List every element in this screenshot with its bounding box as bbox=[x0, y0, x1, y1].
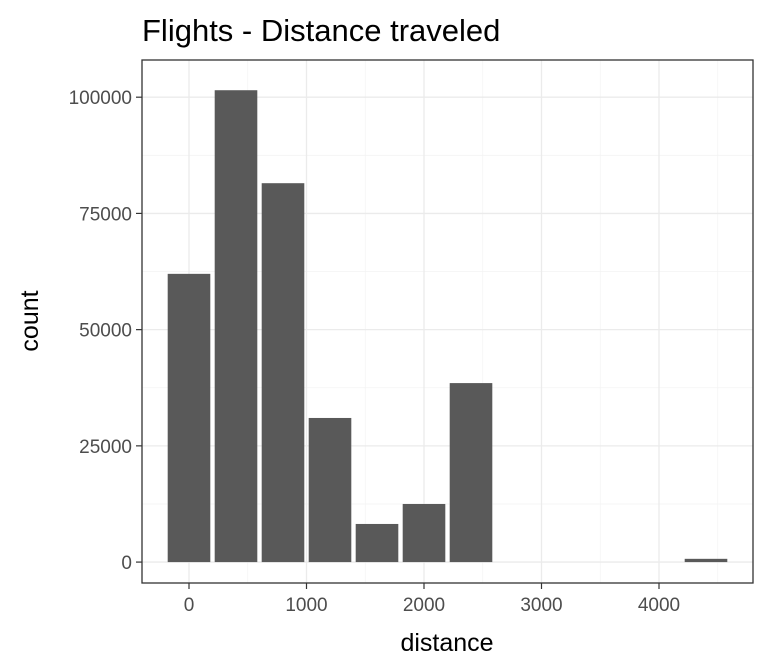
x-tick-label: 2000 bbox=[403, 595, 445, 616]
bars bbox=[167, 90, 728, 563]
y-tick-label: 0 bbox=[121, 553, 132, 574]
histogram-bar bbox=[402, 503, 446, 563]
y-tick-label: 100000 bbox=[69, 88, 132, 109]
x-tick-label: 1000 bbox=[285, 595, 327, 616]
histogram-bar bbox=[684, 558, 728, 563]
histogram-bar bbox=[214, 90, 258, 563]
y-axis-title: count bbox=[16, 290, 44, 351]
x-axis: 0 1000 2000 3000 4000 bbox=[184, 583, 680, 616]
x-tick-label: 0 bbox=[184, 595, 195, 616]
histogram-bar bbox=[308, 417, 352, 563]
histogram-bar bbox=[449, 383, 493, 563]
histogram-bar bbox=[355, 523, 399, 563]
chart-title: Flights - Distance traveled bbox=[142, 13, 500, 48]
y-tick-label: 75000 bbox=[79, 204, 132, 225]
y-tick-label: 50000 bbox=[79, 321, 132, 342]
panel-border bbox=[141, 59, 754, 584]
x-axis-title: distance bbox=[400, 629, 493, 657]
y-tick-label: 25000 bbox=[79, 437, 132, 458]
histogram-bar bbox=[261, 183, 305, 563]
x-tick-label: 3000 bbox=[520, 595, 562, 616]
x-tick-label: 4000 bbox=[638, 595, 680, 616]
histogram-bar bbox=[167, 273, 211, 563]
y-axis: 0 25000 50000 75000 100000 bbox=[69, 88, 142, 574]
